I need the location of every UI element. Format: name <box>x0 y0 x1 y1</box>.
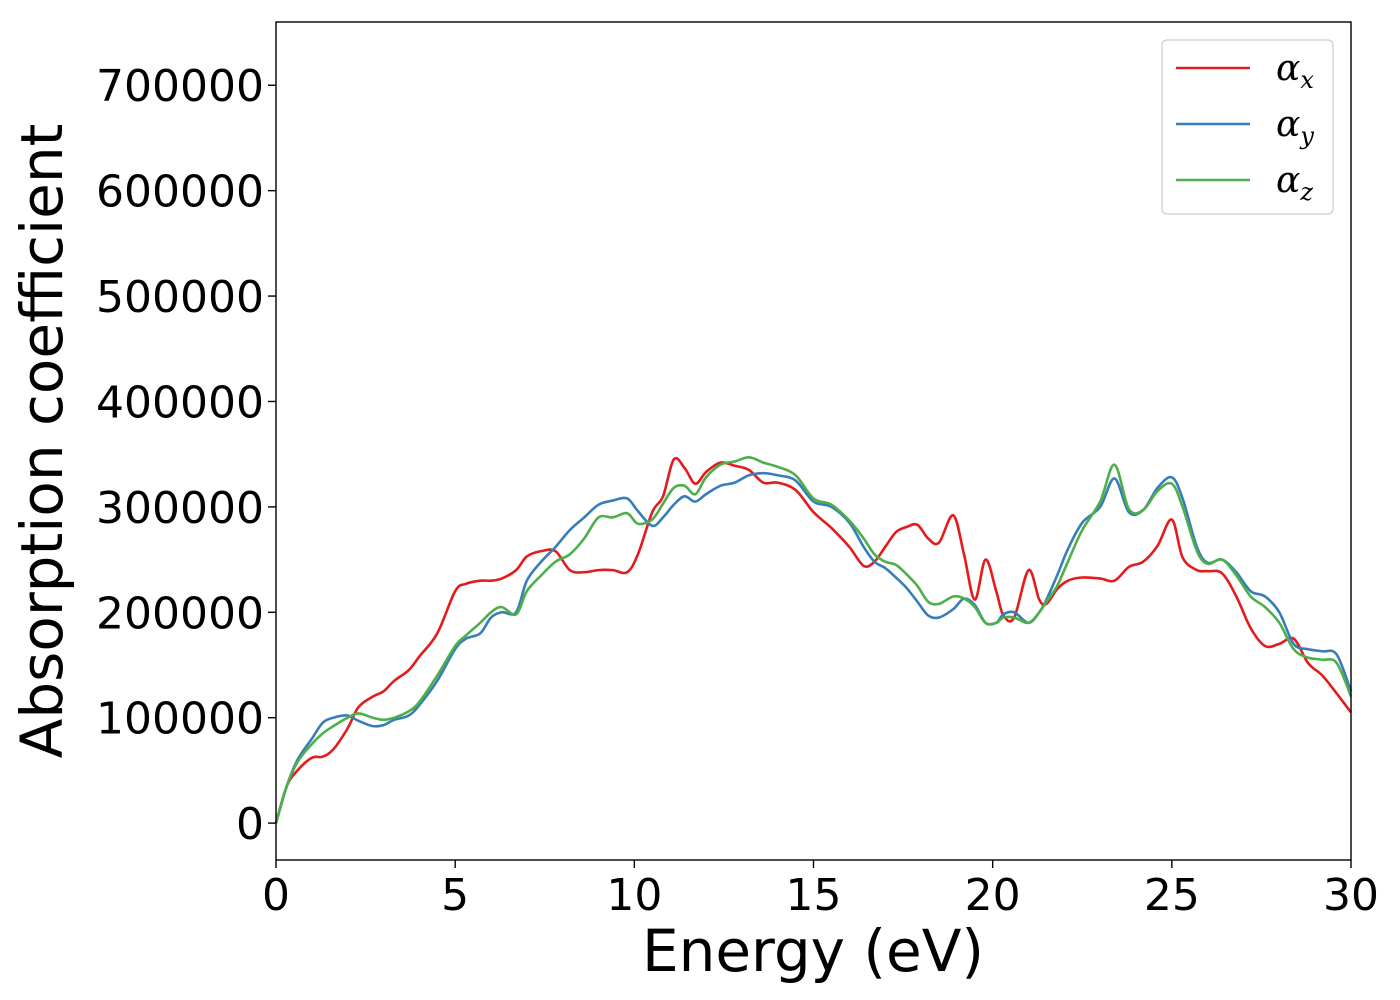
x-axis-label: Energy (eV) <box>642 917 984 985</box>
legend-label-y: αy <box>1276 104 1314 150</box>
series-layer <box>274 456 1353 824</box>
series-line-y <box>274 471 1353 824</box>
x-tick-label: 25 <box>1144 870 1200 921</box>
legend: αx αy αz <box>1161 39 1334 215</box>
series-line-z <box>274 456 1353 824</box>
y-tick-label: 300000 <box>96 483 264 534</box>
legend-label-x: αx <box>1276 48 1314 94</box>
x-tick-label: 30 <box>1323 870 1379 921</box>
x-tick-label: 15 <box>786 870 842 921</box>
y-tick-label: 700000 <box>96 61 264 112</box>
y-tick-label: 400000 <box>96 377 264 428</box>
y-tick-label: 100000 <box>96 694 264 745</box>
x-tick-label: 0 <box>262 870 290 921</box>
legend-box <box>1161 39 1334 215</box>
x-axis: 0 5 10 15 20 25 30 <box>262 860 1379 921</box>
x-tick-label: 20 <box>965 870 1021 921</box>
x-tick-label: 5 <box>441 870 469 921</box>
y-tick-label: 200000 <box>96 588 264 639</box>
y-tick-label: 600000 <box>96 167 264 218</box>
y-tick-label: 0 <box>236 799 264 850</box>
x-tick-label: 10 <box>606 870 662 921</box>
y-axis: 0 100000 200000 300000 400000 500000 600000 700… <box>96 61 276 850</box>
y-tick-label: 500000 <box>96 272 264 323</box>
series-line-x <box>274 456 1353 824</box>
y-axis-label: Absorption coefficient <box>8 124 76 759</box>
legend-label-z: αz <box>1276 160 1313 206</box>
